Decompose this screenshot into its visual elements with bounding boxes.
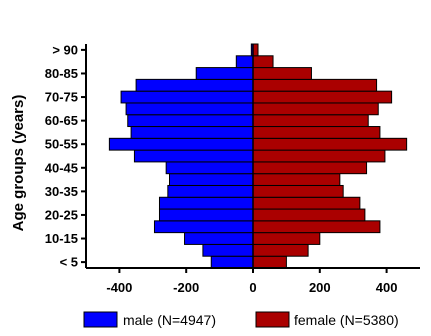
- male-legend-swatch: [83, 311, 118, 328]
- male-bar: [195, 67, 254, 80]
- female-bar: [252, 114, 369, 128]
- female-bar: [252, 137, 408, 151]
- male-bar: [184, 232, 254, 245]
- bars-group: [108, 43, 408, 269]
- female-bar: [252, 255, 287, 269]
- female-bar: [252, 126, 381, 139]
- y-tick-label: 70-75: [45, 90, 78, 105]
- x-tick-label: 400: [376, 280, 398, 295]
- male-bar: [130, 126, 254, 139]
- male-bar: [120, 90, 254, 104]
- male-bar: [125, 102, 254, 116]
- x-tick-label: -400: [106, 280, 132, 295]
- male-bar: [165, 161, 254, 175]
- female-bar: [252, 161, 368, 175]
- x-tick-label: 0: [249, 280, 256, 295]
- male-bar: [169, 173, 254, 186]
- y-tick-label: 50-55: [45, 137, 78, 152]
- y-tick-label: > 90: [52, 42, 78, 57]
- male-bar: [167, 184, 254, 198]
- female-bar: [252, 90, 393, 104]
- female-bar: [252, 220, 381, 234]
- y-tick-label: 30-35: [45, 184, 78, 199]
- legend: male (N=4947) female (N=5380): [83, 311, 399, 328]
- male-bar: [135, 78, 254, 92]
- male-legend-label: male (N=4947): [123, 312, 216, 328]
- female-bar: [252, 232, 321, 245]
- male-bar: [127, 114, 254, 128]
- female-bar: [252, 43, 259, 57]
- x-tick-label: 200: [309, 280, 331, 295]
- x-tick-label: -200: [173, 280, 199, 295]
- female-bar: [252, 243, 309, 257]
- male-bar: [202, 243, 254, 257]
- ticks-group: -400 -200 0 200 400 < 5 10-15 20-25 30-35 40-45 50…: [45, 42, 398, 295]
- y-tick-label: 60-65: [45, 113, 78, 128]
- y-axis-title: Age groups (years): [10, 95, 27, 232]
- y-tick-label: 80-85: [45, 66, 78, 81]
- female-bar: [252, 173, 341, 186]
- female-bar: [252, 102, 379, 116]
- male-bar: [158, 196, 254, 210]
- y-tick-label: < 5: [60, 255, 78, 270]
- female-bar: [252, 55, 274, 69]
- male-bar: [158, 208, 254, 222]
- female-bar: [252, 208, 366, 222]
- male-bar: [235, 55, 254, 69]
- male-bar: [210, 255, 254, 269]
- male-bar: [133, 149, 254, 163]
- y-tick-label: 10-15: [45, 231, 78, 246]
- female-bar: [252, 67, 312, 80]
- y-tick-label: 20-25: [45, 207, 78, 222]
- female-bar: [252, 149, 386, 163]
- y-tick-label: 40-45: [45, 160, 78, 175]
- female-legend-swatch: [255, 311, 290, 328]
- female-bar: [252, 78, 378, 92]
- male-bar: [153, 220, 254, 234]
- male-bar: [108, 137, 254, 151]
- female-bar: [252, 196, 361, 210]
- female-bar: [252, 184, 344, 198]
- female-legend-label: female (N=5380): [294, 312, 399, 328]
